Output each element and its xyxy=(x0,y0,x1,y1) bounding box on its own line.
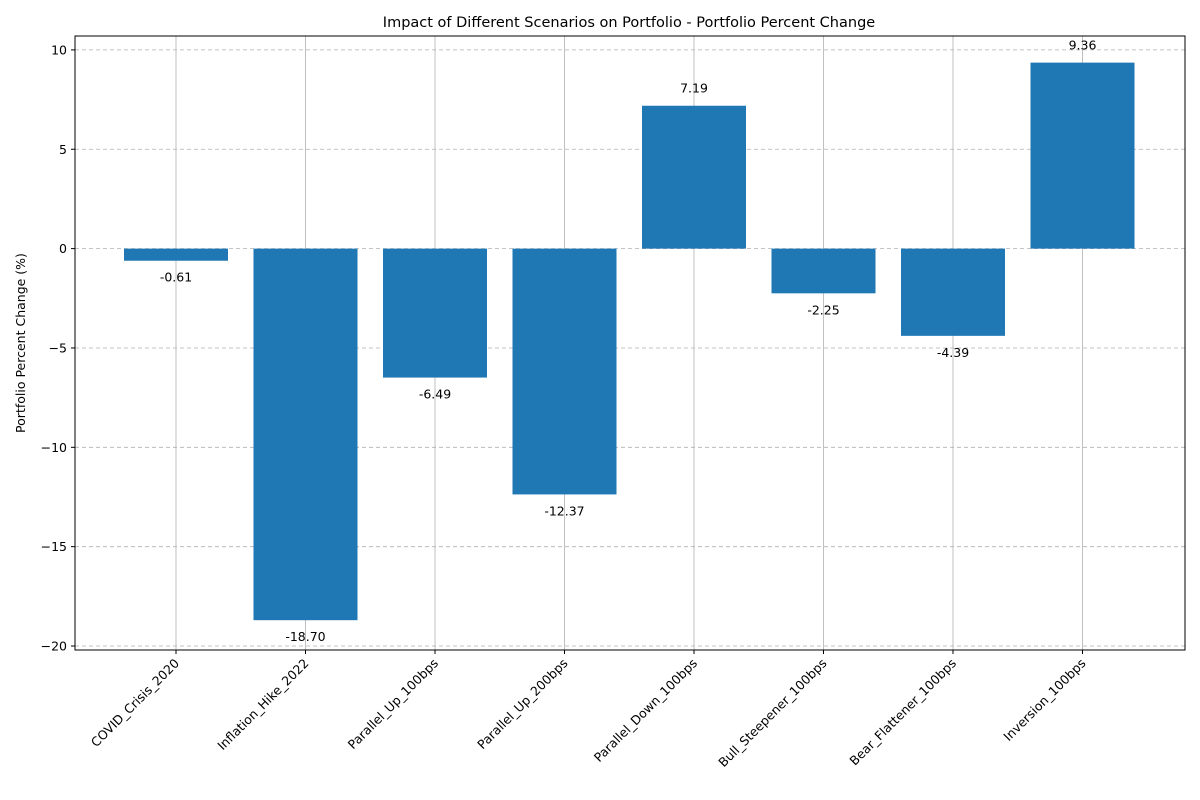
x-tick-label: Inversion_100bps xyxy=(1000,656,1088,744)
plot-frame xyxy=(74,35,1186,651)
bar xyxy=(512,248,617,495)
bar-value-label: -12.37 xyxy=(544,503,584,518)
bar-value-label: -0.61 xyxy=(160,270,192,285)
bar-value-label: -18.70 xyxy=(285,629,325,644)
chart-title: Impact of Different Scenarios on Portfol… xyxy=(383,15,875,31)
y-tick-label: −5 xyxy=(49,340,67,355)
data-labels-layer: -0.61 -18.70 -6.49 -12.37 7.19 -2.25 -4.39 9.36 xyxy=(160,38,1097,645)
bar-value-label: -2.25 xyxy=(807,302,839,317)
grid-layer xyxy=(75,36,1185,650)
bar xyxy=(642,105,746,249)
x-tick-label: Bull_Steepener_100bps xyxy=(715,656,829,770)
y-axis-label: Portfolio Percent Change (%) xyxy=(13,253,28,433)
bar-value-label: 9.36 xyxy=(1069,38,1097,53)
bar-value-label: -4.39 xyxy=(937,345,969,360)
bar xyxy=(1030,62,1135,249)
bar xyxy=(124,248,228,261)
bar xyxy=(253,248,358,621)
x-tick-label: COVID_Crisis_2020 xyxy=(88,655,182,749)
y-tick-label: −10 xyxy=(41,440,67,455)
y-tick-label: 5 xyxy=(59,142,67,157)
bar xyxy=(901,248,1005,336)
bar xyxy=(771,248,876,294)
bars-layer xyxy=(124,62,1135,621)
x-tick-label: Parallel_Up_100bps xyxy=(345,656,441,752)
bar xyxy=(383,248,487,378)
x-tick-label: Parallel_Up_200bps xyxy=(474,656,570,752)
x-tick-label: Inflation_Hike_2022 xyxy=(214,656,311,753)
y-tick-label: 0 xyxy=(59,241,67,256)
y-tick-label: 10 xyxy=(51,42,67,57)
y-tick-label: −20 xyxy=(41,639,67,654)
x-tick-label: Bear_Flattener_100bps xyxy=(846,656,959,769)
x-tick-label: Parallel_Down_100bps xyxy=(591,656,700,765)
bar-value-label: -6.49 xyxy=(419,387,451,402)
y-tick-label: −15 xyxy=(41,539,67,554)
bar-value-label: 7.19 xyxy=(680,81,708,96)
